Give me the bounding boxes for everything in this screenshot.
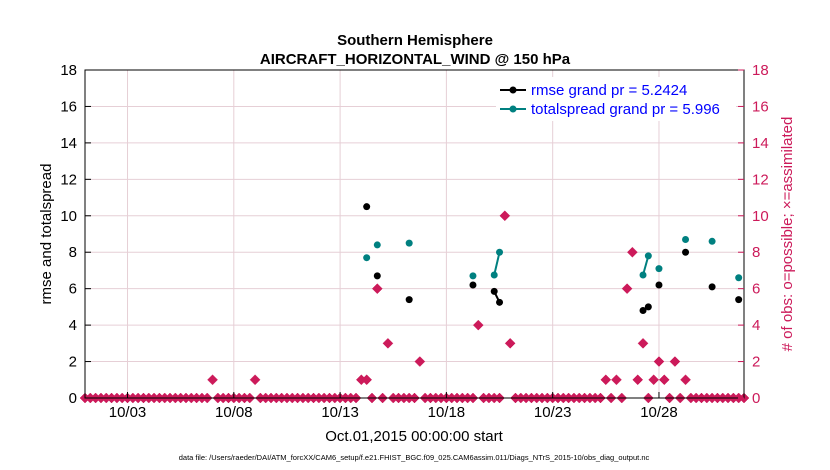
y2-tick-label: 14 <box>752 135 769 152</box>
rmse-point <box>639 307 647 315</box>
plot-area-frame <box>84 69 745 399</box>
data-series <box>363 203 743 315</box>
obs-count-marker <box>249 374 261 386</box>
y-axis-label: rmse and totalspread <box>38 164 55 305</box>
x-axis-ticks: 10/03 10/08 10/13 10/18 10/23 10/28 <box>109 392 678 421</box>
obs-count-marker <box>621 283 633 295</box>
y-tick-label: 6 <box>69 281 77 298</box>
spread-series <box>363 235 743 282</box>
spread-point <box>682 235 690 243</box>
y2-axis-ticks: 0 2 4 6 8 10 12 14 16 18 <box>738 62 769 407</box>
obs-count-marker <box>680 374 691 386</box>
legend: rmse grand pr = 5.2424 totalspread grand… <box>496 77 736 121</box>
rmse-point <box>644 303 652 311</box>
obs-count-marker <box>627 246 638 258</box>
rmse-series <box>363 203 743 315</box>
x-tick-label: 10/08 <box>215 404 253 421</box>
spread-point <box>490 271 498 279</box>
x-tick-label: 10/03 <box>109 404 147 421</box>
rmse-point <box>655 281 663 289</box>
obs-count-marker <box>632 374 644 386</box>
legend-rmse-label: rmse grand pr = 5.2424 <box>531 82 687 99</box>
y-tick-label: 16 <box>60 98 77 115</box>
chart-title-line1: Southern Hemisphere <box>337 32 493 49</box>
obs-count-marker <box>472 319 484 331</box>
y2-tick-label: 2 <box>752 354 760 371</box>
obs-count-marker <box>207 374 218 386</box>
y2-tick-label: 4 <box>752 317 760 334</box>
obs-count-marker <box>600 374 612 386</box>
x-tick-label: 10/23 <box>534 404 572 421</box>
obs-count-marker <box>637 337 649 349</box>
y2-tick-label: 8 <box>752 244 760 261</box>
legend-spread-label: totalspread grand pr = 5.996 <box>531 101 720 118</box>
obs-count-marker <box>658 374 670 386</box>
chart-title-line2: AIRCRAFT_HORIZONTAL_WIND @ 150 hPa <box>260 51 571 68</box>
y2-tick-label: 0 <box>752 390 760 407</box>
y-tick-label: 8 <box>69 244 77 261</box>
legend-spread-marker <box>509 105 517 113</box>
rmse-point <box>405 296 413 304</box>
y2-tick-label: 18 <box>752 62 769 79</box>
obs-count-marker <box>648 374 660 386</box>
y-tick-label: 0 <box>69 390 77 407</box>
rmse-point <box>496 298 504 306</box>
obs-count-marker <box>669 356 681 367</box>
spread-point <box>735 274 743 282</box>
spread-point <box>363 254 371 262</box>
obs-count-marker <box>653 356 665 367</box>
spread-line-segment <box>493 251 501 276</box>
spread-point <box>373 241 381 249</box>
y2-tick-label: 12 <box>752 171 769 188</box>
y2-tick-label: 16 <box>752 98 769 115</box>
obs-count-marker <box>611 374 622 386</box>
grid <box>85 70 744 398</box>
spread-point <box>639 271 647 279</box>
x-axis-label: Oct.01,2015 00:00:00 start <box>325 428 503 445</box>
legend-rmse-marker <box>509 86 517 94</box>
y2-tick-label: 6 <box>752 281 760 298</box>
y-tick-label: 2 <box>69 354 77 371</box>
x-tick-label: 10/13 <box>321 404 359 421</box>
legend-box <box>496 77 736 121</box>
y-axis-ticks: 0 2 4 6 8 10 12 14 16 18 <box>60 62 91 407</box>
rmse-point <box>735 296 743 304</box>
y-tick-label: 18 <box>60 62 77 79</box>
spread-point <box>469 272 477 280</box>
y2-axis-label: # of obs: o=possible; ×=assimilated <box>779 117 796 352</box>
rmse-point <box>490 287 498 295</box>
obs-count-marker <box>499 210 511 222</box>
spread-point <box>708 237 716 245</box>
y-tick-label: 10 <box>60 208 77 225</box>
x-tick-label: 10/18 <box>428 404 466 421</box>
data-file-footnote: data file: /Users/raeder/DAI/ATM_forcXX/… <box>179 453 650 462</box>
rmse-point <box>469 281 477 289</box>
rmse-point <box>708 283 716 291</box>
spread-point <box>655 265 663 273</box>
rmse-point <box>373 272 381 280</box>
y-tick-label: 12 <box>60 171 77 188</box>
spread-point <box>496 248 504 256</box>
obs-count-marker <box>414 356 426 367</box>
y-tick-label: 14 <box>60 135 77 152</box>
obs-count-marker <box>504 337 516 349</box>
y-tick-label: 4 <box>69 317 77 334</box>
y2-tick-label: 10 <box>752 208 769 225</box>
obs-count-marker <box>361 374 373 386</box>
obs-count-marker <box>382 337 394 349</box>
obs-count-marker <box>371 283 383 295</box>
rmse-point <box>682 248 690 256</box>
obs-count-series <box>79 210 750 404</box>
spread-point <box>405 239 413 247</box>
spread-point <box>644 252 652 260</box>
x-tick-label: 10/28 <box>640 404 678 421</box>
rmse-point <box>363 203 371 211</box>
